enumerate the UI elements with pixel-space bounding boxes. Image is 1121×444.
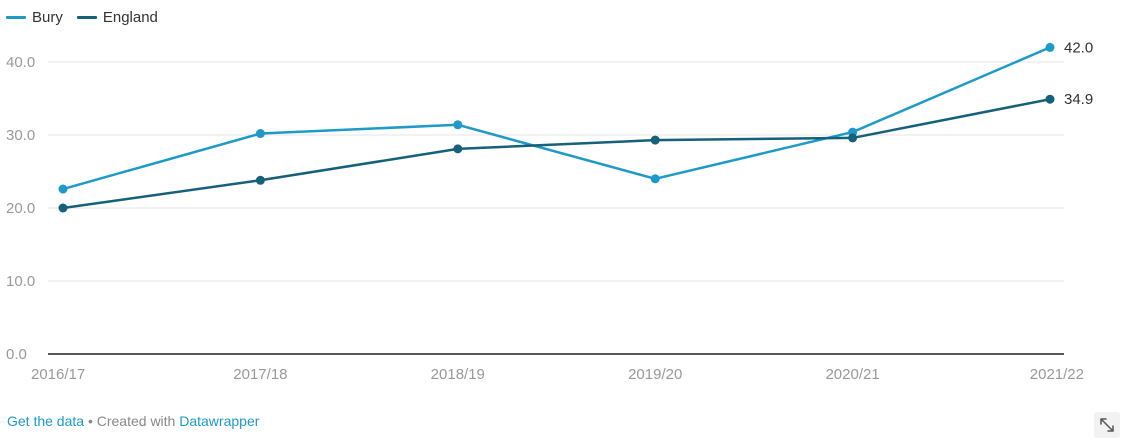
x-tick-label: 2016/17 [31, 366, 85, 383]
x-tick-label: 2018/19 [431, 366, 485, 383]
data-point-bury [58, 184, 68, 194]
footer-separator: • Created with [84, 413, 180, 429]
y-tick-label: 30.0 [6, 127, 35, 144]
grid-layer [48, 61, 1064, 355]
end-label-england: 34.9 [1064, 91, 1093, 108]
y-tick-label: 0.0 [6, 346, 27, 363]
legend-label-england: England [102, 8, 158, 26]
legend-label-bury: Bury [32, 8, 63, 26]
y-axis-ticks: 0.0 10.0 20.0 30.0 40.0 [6, 54, 35, 363]
data-point-england [255, 175, 265, 185]
series-line-england [62, 98, 1051, 210]
series-layer [58, 42, 1055, 213]
data-point-bury [1045, 42, 1055, 52]
legend-swatch-bury [6, 15, 26, 19]
data-point-bury [453, 120, 463, 130]
legend: Bury England [6, 6, 172, 28]
line-chart: 0.0 10.0 20.0 30.0 40.0 2016/17 2017/18 2018/1… [6, 39, 1093, 383]
get-data-link[interactable]: Get the data [7, 413, 85, 429]
y-tick-label: 40.0 [6, 54, 35, 71]
x-tick-label: 2019/20 [628, 366, 682, 383]
legend-item-bury: Bury [6, 9, 63, 26]
data-point-england [848, 133, 858, 143]
data-point-england [58, 203, 68, 213]
x-tick-label: 2020/21 [825, 366, 879, 383]
expand-icon-glyph [1100, 418, 1114, 432]
legend-swatch-england [76, 15, 97, 19]
x-axis-ticks: 2016/17 2017/18 2018/19 2019/20 2020/21 2021/… [31, 366, 1084, 383]
expand-icon[interactable] [1094, 412, 1120, 438]
end-labels: 42.0 34.9 [1064, 39, 1093, 108]
data-point-bury [255, 129, 265, 139]
end-label-bury: 42.0 [1064, 39, 1093, 56]
x-tick-label: 2021/22 [1030, 366, 1084, 383]
y-tick-label: 20.0 [6, 200, 35, 217]
data-point-england [453, 144, 463, 154]
y-tick-label: 10.0 [6, 273, 35, 290]
footer: Get the data • Created with Datawrapper [7, 413, 259, 429]
data-point-bury [650, 174, 660, 184]
series-line-bury [62, 46, 1051, 191]
data-point-england [650, 135, 660, 145]
x-tick-label: 2017/18 [233, 366, 287, 383]
data-point-england [1045, 94, 1055, 104]
datawrapper-link[interactable]: Datawrapper [179, 413, 260, 429]
legend-item-england: England [76, 8, 158, 26]
